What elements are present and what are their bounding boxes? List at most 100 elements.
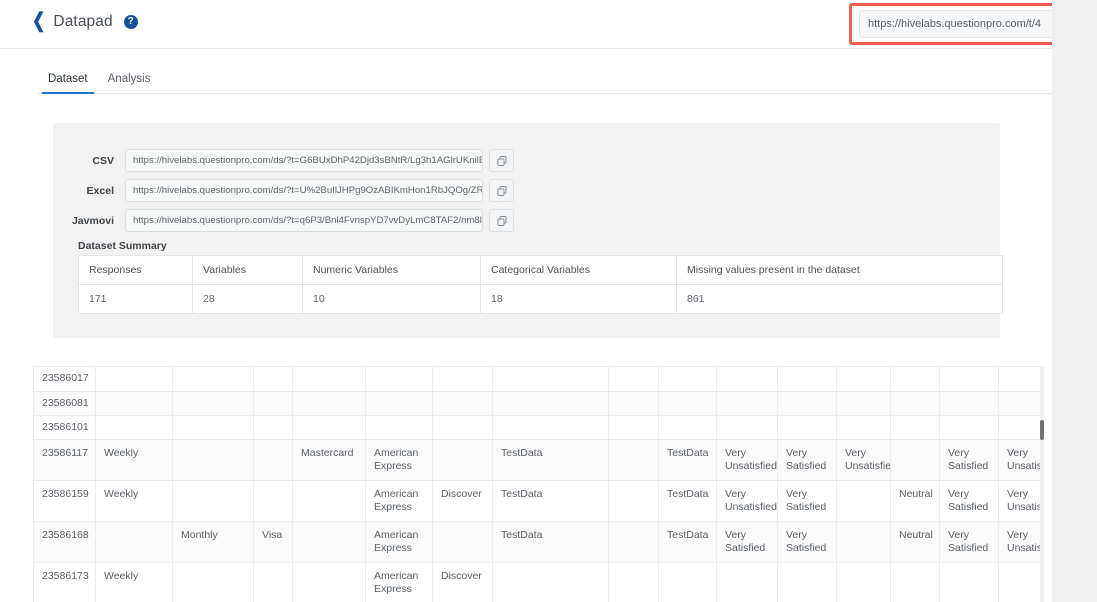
- table-cell: [836, 415, 891, 440]
- table-cell: [608, 415, 659, 440]
- table-row[interactable]: 23586159 Weekly American Express Discover Te…: [33, 480, 1042, 522]
- table-cell: [608, 367, 659, 392]
- export-url-javmovi[interactable]: https://hivelabs.questionpro.com/ds/?t=q…: [125, 209, 483, 232]
- data-grid[interactable]: 23586017 23586081 23586101 23586117 Weekly Ma…: [33, 366, 1042, 602]
- table-cell: [836, 521, 891, 563]
- table-cell: [658, 391, 717, 416]
- dataset-summary-table: Responses Variables Numeric Variables Ca…: [78, 255, 1003, 314]
- table-cell: 23586101: [33, 415, 96, 440]
- table-cell: [890, 439, 940, 481]
- table-cell: [95, 521, 173, 563]
- export-link-list: CSV https://hivelabs.questionpro.com/ds/…: [67, 149, 514, 239]
- copy-icon[interactable]: [489, 149, 514, 172]
- vertical-scrollbar[interactable]: [1040, 366, 1044, 602]
- table-cell: Very Satisfied: [939, 480, 999, 522]
- vertical-scrollbar-thumb[interactable]: [1040, 420, 1044, 440]
- table-cell: [777, 415, 837, 440]
- table-cell: [292, 415, 366, 440]
- table-cell: [253, 480, 293, 522]
- summary-header-missing: Missing values present in the dataset: [676, 255, 1003, 285]
- table-cell: TestData: [658, 439, 717, 481]
- table-cell: [939, 391, 999, 416]
- table-cell: Very Unsatisfied: [716, 439, 778, 481]
- table-cell: [939, 562, 999, 602]
- table-cell: 23586117: [33, 439, 96, 481]
- table-cell: Very Unsatisfied: [998, 439, 1042, 481]
- table-cell: TestData: [492, 480, 609, 522]
- table-cell: [292, 367, 366, 392]
- table-cell: [890, 391, 940, 416]
- table-cell: [292, 562, 366, 602]
- table-cell: American Express: [365, 562, 433, 602]
- table-cell: Very Satisfied: [939, 439, 999, 481]
- chevron-left-icon[interactable]: ❮: [32, 10, 46, 32]
- table-cell: TestData: [658, 521, 717, 563]
- back-navigation[interactable]: ❮ Datapad ?: [32, 10, 138, 32]
- table-cell: [172, 439, 254, 481]
- summary-header-responses: Responses: [78, 255, 193, 285]
- table-cell: [292, 521, 366, 563]
- summary-value-responses: 171: [78, 284, 193, 314]
- copy-icon[interactable]: [489, 209, 514, 232]
- table-cell: [95, 391, 173, 416]
- table-cell: American Express: [365, 521, 433, 563]
- export-row-csv: CSV https://hivelabs.questionpro.com/ds/…: [67, 149, 514, 172]
- table-cell: [492, 367, 609, 392]
- export-url-csv[interactable]: https://hivelabs.questionpro.com/ds/?t=G…: [125, 149, 483, 172]
- tab-bar: Dataset Analysis: [0, 49, 1097, 94]
- question-mark-icon[interactable]: ?: [123, 15, 138, 29]
- table-cell: [95, 415, 173, 440]
- export-row-javmovi: Javmovi https://hivelabs.questionpro.com…: [67, 209, 514, 232]
- table-cell: [365, 415, 433, 440]
- table-cell: [172, 562, 254, 602]
- table-cell: [777, 562, 837, 602]
- table-cell: Neutral: [890, 480, 940, 522]
- table-cell: [998, 391, 1042, 416]
- table-row[interactable]: 23586173 Weekly American Express Discover: [33, 562, 1042, 602]
- export-url-excel[interactable]: https://hivelabs.questionpro.com/ds/?t=U…: [125, 179, 483, 202]
- table-cell: [658, 367, 717, 392]
- table-cell: [608, 439, 659, 481]
- table-cell: TestData: [658, 480, 717, 522]
- table-cell: [836, 480, 891, 522]
- table-row[interactable]: 23586081: [33, 391, 1042, 416]
- data-grid-body: 23586017 23586081 23586101 23586117 Weekly Ma…: [33, 367, 1042, 602]
- table-cell: [365, 391, 433, 416]
- table-cell: [998, 367, 1042, 392]
- table-cell: [432, 367, 493, 392]
- share-url-field[interactable]: https://hivelabs.questionpro.com/t/4: [859, 10, 1079, 38]
- summary-value-categorical: 18: [480, 284, 677, 314]
- tab-analysis[interactable]: Analysis: [107, 73, 151, 85]
- table-cell: 23586017: [33, 367, 96, 392]
- table-cell: [777, 391, 837, 416]
- table-row[interactable]: 23586017: [33, 367, 1042, 392]
- table-cell: [492, 562, 609, 602]
- table-cell: [939, 367, 999, 392]
- export-row-excel: Excel https://hivelabs.questionpro.com/d…: [67, 179, 514, 202]
- table-cell: Very Unsatisfied: [716, 480, 778, 522]
- table-cell: [292, 480, 366, 522]
- table-row[interactable]: 23586117 Weekly Mastercard American Express…: [33, 439, 1042, 481]
- table-cell: Very Unsatisfied: [836, 439, 891, 481]
- table-cell: TestData: [492, 521, 609, 563]
- copy-icon[interactable]: [489, 179, 514, 202]
- table-cell: Visa: [253, 521, 293, 563]
- dataset-summary-title: Dataset Summary: [78, 240, 167, 252]
- table-cell: 23586173: [33, 562, 96, 602]
- table-row[interactable]: 23586168 Monthly Visa American Express TestD…: [33, 521, 1042, 563]
- table-cell: [716, 391, 778, 416]
- table-cell: [365, 367, 433, 392]
- table-cell: [836, 562, 891, 602]
- summary-value-variables: 28: [192, 284, 303, 314]
- table-cell: [172, 480, 254, 522]
- summary-header-numeric: Numeric Variables: [302, 255, 481, 285]
- table-cell: [608, 480, 659, 522]
- table-cell: Monthly: [172, 521, 254, 563]
- tab-dataset[interactable]: Dataset: [38, 73, 98, 94]
- data-grid-table: 23586017 23586081 23586101 23586117 Weekly Ma…: [33, 367, 1042, 602]
- table-cell: Weekly: [95, 562, 173, 602]
- table-cell: [492, 415, 609, 440]
- table-cell: Very Satisfied: [777, 480, 837, 522]
- table-cell: Weekly: [95, 439, 173, 481]
- table-row[interactable]: 23586101: [33, 415, 1042, 440]
